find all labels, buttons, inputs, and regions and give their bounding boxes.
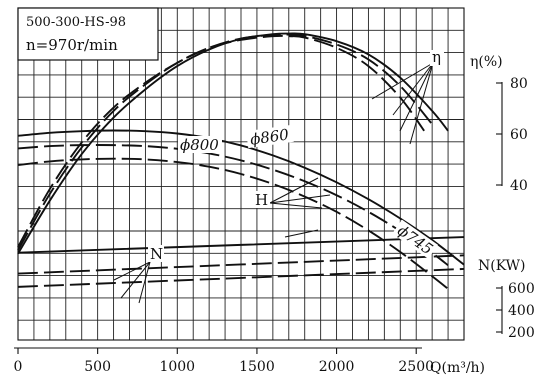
- eta-leader: [392, 62, 434, 116]
- curve-n-d745: [17, 268, 465, 288]
- d800-label: ϕ800: [180, 136, 219, 154]
- curve-n-d800: [17, 254, 465, 275]
- model-name: 500-300-HS-98: [26, 15, 126, 30]
- d860-label: ϕ860: [249, 125, 290, 148]
- curve-eta-d745: [17, 34, 425, 248]
- eta-leader: [399, 62, 434, 132]
- head-leader: [269, 194, 331, 204]
- curve-h-d800: [17, 144, 449, 267]
- chart-grid: [18, 8, 464, 340]
- power-leader: [113, 261, 151, 281]
- flow-tick-label: 0: [14, 359, 23, 375]
- power-leader: [120, 261, 151, 299]
- eta-leader: [409, 62, 434, 145]
- power-axis-title: N(KW): [478, 258, 526, 274]
- power-axis: N(KW) 600 400 200: [478, 258, 535, 341]
- flow-tick-label: 2000: [319, 359, 355, 375]
- plot-frame: [17, 7, 465, 341]
- flow-ticks: 0 500 1000 1500 2000 2500: [14, 348, 434, 375]
- flow-tick-label: 2500: [398, 359, 434, 375]
- h745-pointer: [284, 229, 319, 238]
- power-label: N: [150, 245, 163, 263]
- eta-label: η: [432, 48, 441, 66]
- curve-h-d860: [17, 129, 465, 266]
- curves: [17, 32, 465, 290]
- power-leader: [138, 261, 151, 304]
- speed-label: n=970r/min: [26, 36, 118, 54]
- eta-axis-title: η(%): [470, 54, 503, 70]
- curve-eta-d860: [17, 32, 449, 255]
- head-leader: [269, 202, 323, 209]
- eta-axis: η(%) 80 60 40: [470, 54, 528, 194]
- eta-tick-label: 60: [510, 127, 528, 143]
- power-tick-label: 400: [508, 303, 535, 319]
- head-leader: [269, 177, 319, 204]
- curve-eta-d800: [17, 33, 433, 251]
- flow-axis: 0 500 1000 1500 2000 2500 Q(m³/h): [14, 347, 485, 376]
- head-label: H: [255, 191, 268, 209]
- power-tick-label: 200: [508, 325, 535, 341]
- eta-leader: [371, 62, 434, 100]
- eta-tick-label: 80: [510, 76, 528, 92]
- leader-lines: [113, 62, 434, 304]
- curve-h-d745: [17, 157, 449, 290]
- flow-tick-label: 1500: [239, 359, 275, 375]
- flow-tick-label: 1000: [159, 359, 195, 375]
- model-box: [17, 7, 159, 61]
- flow-tick-label: 500: [84, 359, 111, 375]
- power-tick-label: 600: [508, 281, 535, 297]
- flow-axis-title: Q(m³/h): [430, 360, 485, 376]
- eta-tick-label: 40: [510, 178, 528, 194]
